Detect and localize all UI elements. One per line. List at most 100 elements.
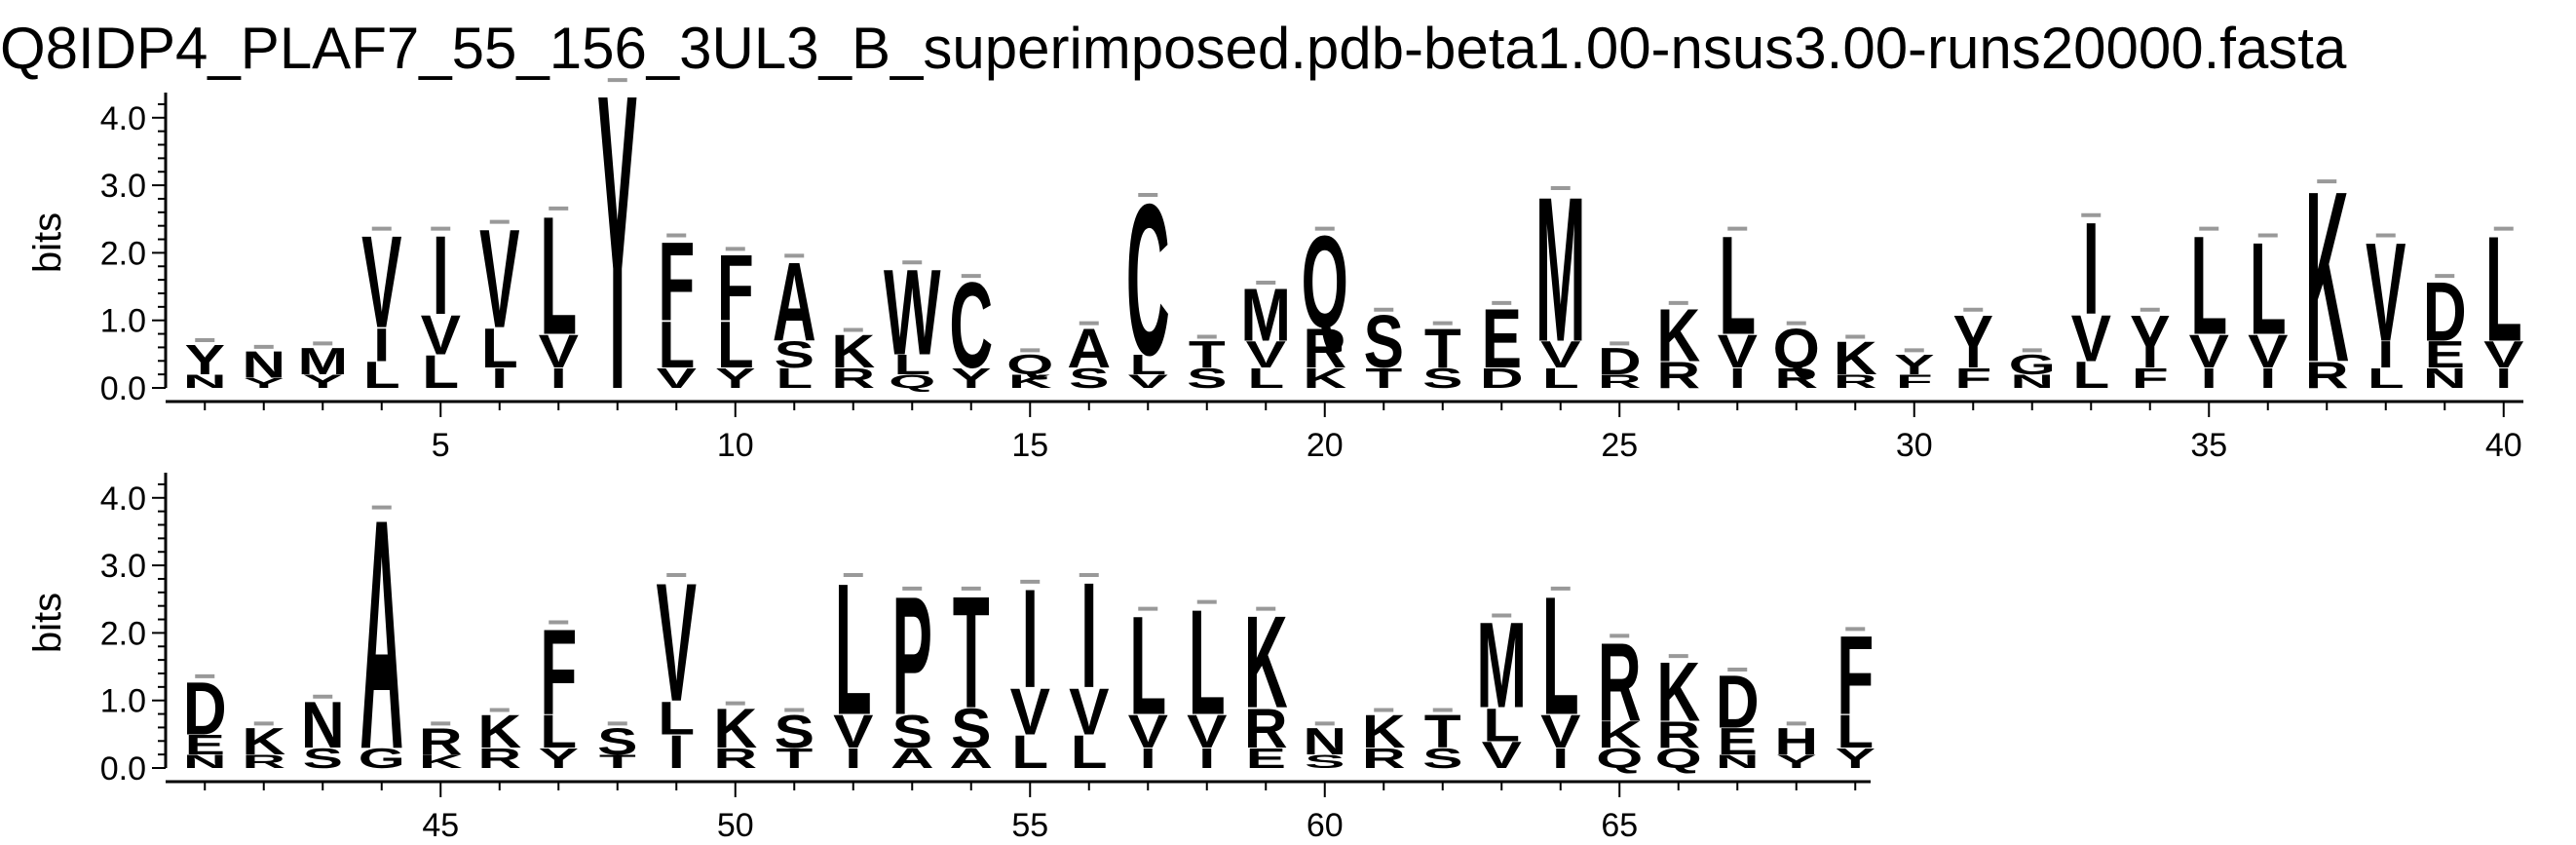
logo-letter: A [1067,317,1111,380]
x-tick-label: 40 [2485,427,2522,464]
y-tick-label: 2.0 [100,615,146,652]
logo-letter: K [419,750,463,772]
logo-letter: K [1834,332,1877,385]
logo-letter: K [1362,706,1406,758]
logo-letter: R [1774,363,1818,394]
logo-letter: N [183,370,227,392]
logo-letter: N [1303,720,1346,762]
logo-letter: D [1598,340,1642,382]
logo-letter: S [775,706,814,758]
logo-letter: I [373,319,390,371]
logo-letter: K [2305,140,2349,413]
logo-letter: K [713,697,757,760]
y-tick-label: 1.0 [100,683,146,720]
logo-letter: V [1128,370,1169,392]
logo-letter: K [1008,370,1052,392]
logo-letter: I [2083,196,2100,342]
logo-letter: F [717,237,754,341]
y-tick-label: 0.0 [100,750,146,787]
logo-letter: V [1010,674,1050,749]
logo-letter: I [491,363,508,394]
logo-letter: K [1656,644,1700,739]
y-tick-label: 3.0 [100,548,146,585]
logo-letter: R [1362,743,1406,774]
logo-letter: S [892,706,932,758]
logo-letter: S [597,720,637,762]
y-tick-label: 1.0 [100,303,146,340]
logo-letter: L [1247,363,1284,394]
logo-letter: V [1187,706,1227,758]
logo-letter: D [183,667,227,750]
logo-letter: N [1716,750,1760,772]
logo-letter: I [1022,559,1039,717]
logo-letter: L [1129,586,1166,744]
logo-letter: Y [1836,743,1875,774]
logo-letter: I [1140,743,1156,774]
x-tick-label: 45 [422,807,459,844]
logo-letter: V [361,210,401,356]
logo-letter: R [477,743,521,774]
logo-letter: M [1240,273,1291,357]
logo-letter: Y [1894,349,1934,380]
logo-letter: V [1069,674,1109,749]
logo-letter: N [2423,363,2467,394]
logo-letter: V [2248,326,2288,378]
logo-letter: Q [1596,743,1643,774]
logo-letter: F [1896,370,1933,392]
logo-letter: I [2377,333,2394,375]
logo-letter: L [363,354,400,396]
logo-letter: T [599,750,636,772]
logo-letter: Y [244,375,284,391]
logo-letter: A [773,239,816,365]
logo-letter: E [185,729,225,760]
logo-letter: V [539,326,579,378]
logo-letter: L [835,546,872,754]
logo-letter: L [422,346,459,399]
logo-letter: L [2250,216,2287,363]
logo-letter: I [1729,363,1746,394]
logo-letter: V [2189,326,2229,378]
logo-letter: R [1598,370,1642,392]
x-tick-label: 60 [1307,807,1344,844]
logo-letter: L [658,308,695,382]
logo-letter: G [359,743,405,774]
x-tick-label: 55 [1011,807,1048,844]
logo-letter: V [421,303,461,366]
x-tick-label: 35 [2190,427,2227,464]
logo-letter: R [1656,354,1700,396]
logo-letter: W [884,245,941,380]
logo-letter: Q [1006,349,1053,380]
logo-letter: V [1540,706,1580,758]
logo-letter: R [1303,317,1346,380]
x-tick-label: 30 [1896,427,1933,464]
logo-letter: D [1716,660,1760,744]
logo-letter: T [953,564,990,743]
logo-letter: C [1126,161,1170,401]
logo-letter: L [658,692,695,745]
y-axis-title: bits [26,212,69,273]
chart-title: Q8IDP4_PLAF7_55_156_3UL3_B_superimposed.… [0,16,2347,81]
logo-letter: L [1011,726,1048,779]
logo-letter: V [2366,212,2406,370]
logo-letter: L [2190,206,2227,364]
logo-letter: E [2425,333,2465,375]
logo-letter: L [1837,706,1874,758]
logo-letter: Y [951,363,991,394]
logo-letter: L [1129,349,1166,380]
logo-letter: F [2132,363,2169,394]
x-tick-label: 50 [717,807,754,844]
logo-letter: S [951,697,991,760]
logo-letter: K [1303,363,1346,394]
logo-letter: K [1244,590,1288,736]
logo-letter: V [1246,333,1287,375]
logo-letter: N [2010,370,2054,392]
logo-letter: I [2495,363,2512,394]
logo-letter: S [775,333,814,375]
logo-letter: L [893,349,930,380]
logo-letter: N [301,688,345,762]
logo-letter: I [2259,363,2276,394]
logo-letter: L [1719,206,1756,364]
y-tick-label: 2.0 [100,235,146,272]
logo-letter: G [2009,349,2056,380]
